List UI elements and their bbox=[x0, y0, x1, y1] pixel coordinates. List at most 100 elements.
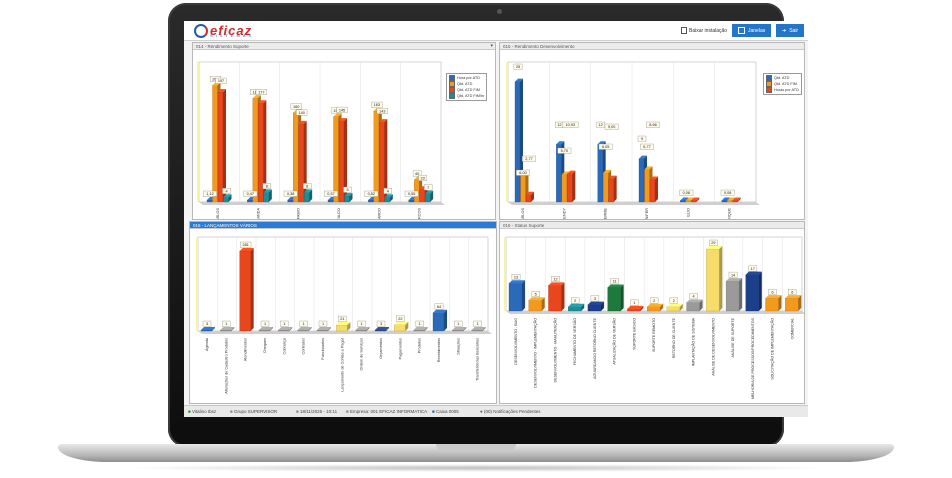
chart-bar-top bbox=[721, 197, 730, 201]
data-label-box bbox=[343, 186, 352, 193]
legend-item: Qtd. ATD FIM/hr bbox=[449, 93, 484, 99]
exit-button[interactable]: ➜ Sair bbox=[776, 24, 805, 37]
chart-bar-top bbox=[608, 175, 617, 179]
status-company: ■ Empresa: 001 EFICAZ INFORMATICA bbox=[346, 409, 427, 414]
status-cashbox: ■ Caixa 0005 bbox=[432, 409, 459, 414]
legend-swatch bbox=[449, 75, 455, 81]
x-tick-label: SOLICITAÇÃO DE IMPLEMENTAÇÃO bbox=[770, 318, 775, 380]
chart-bar-top bbox=[650, 176, 658, 180]
chart-bar-top bbox=[425, 190, 434, 194]
x-tick-label: Produtos bbox=[418, 338, 422, 353]
chart-bar bbox=[355, 329, 367, 332]
chart-bar-top bbox=[278, 327, 293, 330]
install-label: Baixar instalação bbox=[689, 27, 728, 34]
data-label: 6,77 bbox=[643, 145, 650, 149]
chart-bar bbox=[646, 306, 661, 312]
chart-bar-top bbox=[471, 327, 486, 330]
legend-swatch bbox=[449, 81, 455, 87]
chart-bar bbox=[239, 250, 251, 332]
data-label-box bbox=[473, 320, 482, 327]
chart-bar-side bbox=[328, 327, 331, 331]
dropdown-arrow-icon[interactable]: ▾ bbox=[490, 43, 493, 49]
app-titlebar: eficaz SISTEMAS Baixar instalação Janela… bbox=[184, 21, 808, 41]
panel-rendimento-suporte-header[interactable]: 014 - Rendimento Suporte ▾ bbox=[193, 43, 495, 50]
chart-bar-top bbox=[379, 119, 388, 123]
chart-bar bbox=[414, 179, 420, 203]
data-label-box bbox=[222, 320, 231, 327]
data-label: 2,77 bbox=[525, 157, 532, 161]
chart-bar bbox=[727, 200, 733, 203]
status-bar: ■ Vitalino Ibsz ■ Grupo SUPERVISOR ■ 18/… bbox=[184, 405, 808, 417]
status-notifications[interactable]: ● (00) Notificações Pendentes bbox=[480, 409, 541, 414]
data-label: 8,66 bbox=[649, 123, 656, 127]
chart-bar-top bbox=[239, 248, 254, 251]
notification-icon: ● bbox=[480, 409, 483, 414]
chart-bar-top bbox=[298, 120, 307, 124]
chart-bar bbox=[293, 112, 299, 203]
data-label-box bbox=[318, 320, 328, 327]
x-tick-label: DESENVOLVIMENTO - IMPLEMENTAÇÃO bbox=[533, 318, 538, 388]
chart-bar-top bbox=[785, 295, 802, 299]
chart-bar-side bbox=[541, 297, 545, 311]
data-label-box bbox=[728, 271, 738, 278]
data-label: 145 bbox=[339, 108, 345, 112]
data-label-box bbox=[404, 190, 419, 197]
data-label: 10,93 bbox=[566, 123, 576, 127]
chart-bar-top bbox=[561, 171, 570, 175]
data-label-box bbox=[637, 135, 647, 142]
plot-floor bbox=[508, 202, 760, 205]
x-tick-label: JEAN CARLOS bbox=[521, 208, 525, 220]
data-label: 11 bbox=[613, 280, 617, 284]
legend-swatch bbox=[766, 75, 772, 81]
chart-bar-top bbox=[344, 193, 353, 196]
data-label-box bbox=[396, 315, 405, 322]
chart-bar bbox=[263, 192, 269, 203]
chart-bar-top bbox=[745, 271, 762, 275]
data-label-box bbox=[516, 169, 530, 176]
chart-bar-top bbox=[526, 191, 534, 195]
chart-bar bbox=[686, 302, 700, 312]
data-label-box bbox=[669, 297, 679, 304]
data-label: 1 bbox=[361, 322, 363, 326]
data-label: 29 bbox=[711, 241, 715, 245]
data-label: 5 bbox=[535, 293, 537, 297]
chart-bar-side bbox=[758, 271, 762, 311]
chart-bar bbox=[627, 308, 641, 312]
chart-bar bbox=[297, 329, 309, 332]
legend-item: Qtd. ATD bbox=[449, 81, 484, 87]
chart-bar-side bbox=[572, 170, 576, 202]
chart-bar-top bbox=[433, 309, 447, 313]
x-tick-label: SUPORTE BÁSICO bbox=[632, 318, 636, 350]
legend-swatch bbox=[449, 87, 455, 93]
panel-lancamentos-header[interactable]: 016 - LANÇAMENTOS VÁRIOS bbox=[190, 222, 496, 229]
x-tick-label: DESENVOLVIMENTO - MANUTENÇÃO bbox=[552, 318, 557, 383]
x-tick-label: Situações bbox=[456, 338, 460, 355]
data-label: 1,12 bbox=[206, 192, 213, 196]
chart-bar-side bbox=[389, 194, 393, 202]
data-label-box bbox=[424, 184, 433, 191]
chart-bar bbox=[452, 329, 464, 332]
data-label: 4 bbox=[387, 189, 389, 193]
data-label-box bbox=[364, 190, 379, 197]
panel-rendimento-desenvolvimento-header[interactable]: 015 - Rendimento Desenvolvimento bbox=[500, 43, 804, 50]
chart-bar-side bbox=[231, 327, 235, 331]
chart-bar-top bbox=[548, 282, 565, 286]
windows-button[interactable]: Janelas bbox=[732, 24, 772, 37]
chart-bar-top bbox=[726, 278, 743, 282]
x-tick-label: FERNANDA bbox=[256, 208, 260, 220]
chart-bar bbox=[278, 329, 290, 332]
chart-bar-side bbox=[679, 303, 683, 311]
chart-bar bbox=[644, 169, 650, 203]
x-tick-label: FABIO bbox=[297, 208, 301, 219]
laptop-shadow bbox=[120, 464, 832, 472]
install-button[interactable]: Baixar instalação bbox=[681, 24, 727, 37]
x-tick-label: Cheques bbox=[263, 338, 267, 353]
panel-status-suporte-header[interactable]: 016 - Status Suporte bbox=[500, 222, 804, 229]
chart-bar-top bbox=[259, 327, 273, 330]
data-label-box bbox=[383, 188, 392, 194]
data-label-box bbox=[324, 190, 338, 197]
chart-bar-side bbox=[289, 327, 293, 331]
chart-bar-top bbox=[355, 327, 370, 330]
windows-icon bbox=[738, 27, 745, 34]
windows-label: Janelas bbox=[748, 27, 766, 34]
